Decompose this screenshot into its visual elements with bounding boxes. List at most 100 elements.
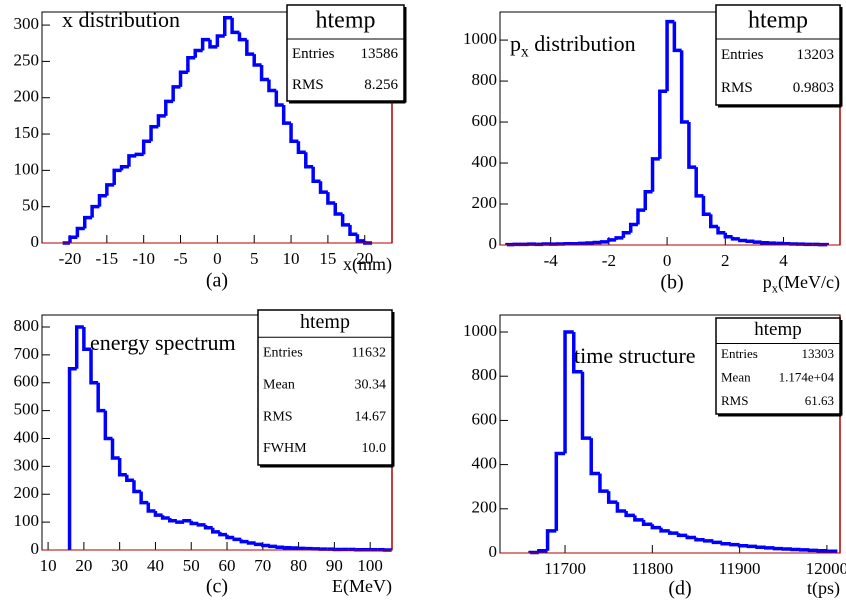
histogram-bin (340, 213, 350, 227)
histogram-bin (633, 515, 644, 522)
y-tick-label: 500 (14, 400, 40, 419)
histogram-bin (218, 531, 228, 537)
x-tick-label: -2 (602, 251, 616, 270)
stats-value: 14.67 (355, 409, 387, 424)
histogram-bin (563, 330, 574, 454)
caption: (c) (206, 576, 228, 598)
histogram-bin (282, 546, 292, 550)
histogram-bin (723, 232, 733, 239)
histogram-bin (175, 520, 185, 524)
label: x(mm) (343, 254, 392, 275)
text-part: E(MeV) (332, 576, 392, 597)
histogram-bin (679, 50, 689, 124)
y-tick-label: 1000 (463, 321, 497, 340)
y-tick-label: 1000 (463, 29, 497, 48)
histogram-bin (193, 48, 203, 58)
stats-box (715, 4, 841, 106)
histogram-bin (554, 451, 566, 531)
stats-value: 13203 (797, 47, 835, 63)
text-part: p (510, 31, 521, 56)
histogram-bin (186, 56, 196, 73)
stats-label: Entries (263, 345, 303, 360)
histogram-bin (203, 524, 213, 530)
y-tick-label: 300 (14, 14, 40, 33)
histogram-bin (267, 79, 277, 93)
histogram-bin (355, 234, 365, 243)
histogram-bin (259, 65, 269, 82)
stats-value: 11632 (352, 345, 386, 360)
x-tick-label: 60 (219, 556, 236, 575)
histogram-bin (621, 230, 631, 238)
caption: (d) (668, 578, 691, 600)
histogram-bin (668, 530, 679, 535)
histogram-bin (208, 39, 218, 49)
histogram-bin (745, 239, 755, 244)
histogram-bin (764, 546, 775, 550)
stats-value: 8.256 (364, 77, 398, 93)
stats-label: RMS (721, 393, 748, 408)
y-tick-label: 250 (14, 50, 40, 69)
histogram-bin (275, 545, 285, 549)
histogram-bin (168, 517, 177, 523)
histogram-bin (74, 325, 84, 369)
histogram-bin (75, 226, 85, 238)
histogram-bin (146, 502, 156, 513)
x-tick-label: 11800 (631, 559, 673, 578)
label: E(MeV) (332, 576, 392, 597)
x-tick-label: 70 (254, 556, 271, 575)
text-part: p (763, 272, 772, 292)
histogram-bin (665, 19, 675, 92)
histogram-bin (318, 181, 328, 194)
x-tick-label: 2 (721, 251, 730, 270)
histogram-bin (171, 85, 181, 102)
stats-title: htemp (300, 311, 350, 333)
histogram-bin (720, 541, 731, 546)
histogram-bin (253, 542, 263, 547)
stats-value: 1.174e+04 (779, 370, 835, 385)
text-part: x(mm) (343, 254, 392, 275)
histogram-bin (274, 90, 284, 107)
histogram-bin (97, 194, 107, 207)
x-tick-label: 15 (319, 249, 336, 268)
histogram-bin (737, 543, 749, 548)
histogram-bin (685, 535, 696, 540)
histogram-bin (127, 154, 137, 167)
histogram-bin (537, 549, 548, 553)
y-tick-label: 0 (31, 232, 40, 251)
y-tick-label: 200 (14, 483, 40, 502)
histogram-bin (752, 240, 762, 244)
histogram-bin (607, 238, 617, 242)
histogram-bin (694, 167, 704, 198)
histogram-bin (614, 236, 624, 240)
text-part: distribution (529, 31, 636, 56)
histogram-bin (82, 215, 93, 229)
y-tick-label: 50 (22, 196, 39, 215)
histogram-bin (650, 157, 660, 192)
histogram-bin (643, 189, 653, 211)
stats-label: RMS (721, 80, 753, 96)
histogram-bin (326, 192, 336, 205)
text-part: time structure (574, 343, 696, 368)
y-tick-label: 700 (14, 344, 40, 363)
histogram-bin (210, 527, 220, 534)
stats-value: 30.34 (355, 377, 387, 392)
histogram-bin (759, 240, 769, 245)
y-tick-label: 600 (472, 111, 498, 130)
histogram-bin (103, 410, 113, 441)
histogram-bin (746, 544, 758, 549)
x-tick-label: 0 (663, 251, 672, 270)
y-tick-label: 0 (489, 234, 498, 253)
stats-value: 13586 (361, 46, 399, 62)
x-tick-label: 40 (147, 556, 164, 575)
stats-label: FWHM (263, 441, 307, 456)
label: t(ps) (807, 578, 840, 599)
stats-label: RMS (263, 409, 293, 424)
histogram-bin (772, 546, 784, 551)
text-part: (MeV/c) (778, 272, 840, 293)
histogram-bin (598, 473, 609, 493)
y-tick-label: 100 (14, 159, 40, 178)
x-tick-label: 10 (283, 249, 300, 268)
stats-box (286, 4, 405, 102)
histogram-bin (232, 537, 242, 542)
histogram-bin (636, 208, 646, 225)
